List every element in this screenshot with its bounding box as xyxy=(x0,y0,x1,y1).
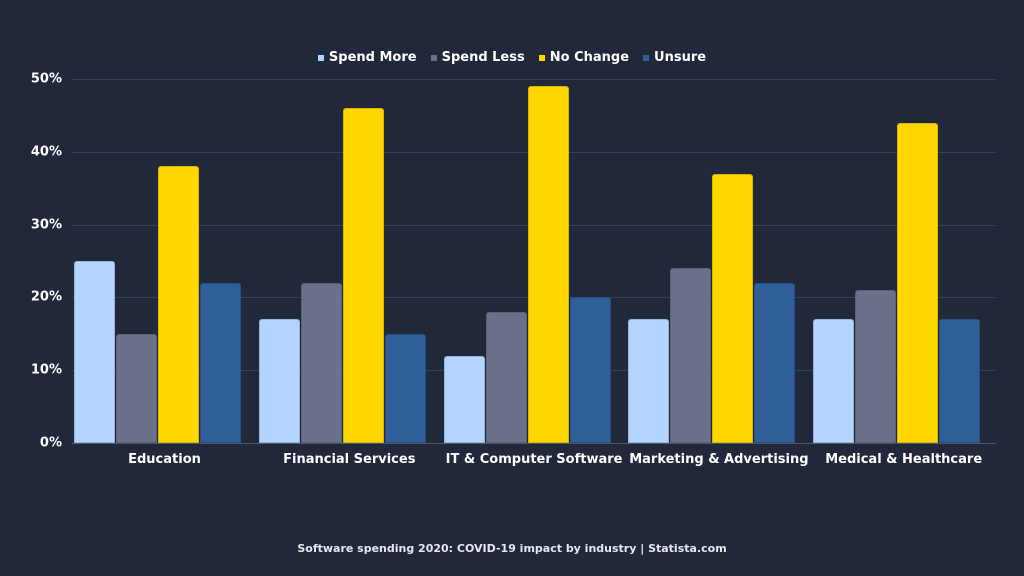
chart-footer: Software spending 2020: COVID-19 impact … xyxy=(297,542,727,555)
y-tick-label: 50% xyxy=(30,71,62,87)
bar[interactable] xyxy=(485,311,527,443)
bar[interactable] xyxy=(813,319,855,443)
bar[interactable] xyxy=(342,108,384,443)
legend-swatch-icon xyxy=(430,54,437,61)
legend-item[interactable]: Spend More xyxy=(317,50,417,65)
x-tick-label: Education xyxy=(128,452,201,467)
x-tick-label: IT & Computer Software xyxy=(445,452,623,467)
bar[interactable] xyxy=(855,290,897,443)
x-tick-label: Marketing & Advertising xyxy=(629,452,809,467)
bar[interactable] xyxy=(670,268,712,443)
bar[interactable] xyxy=(158,166,199,443)
legend-label: Unsure xyxy=(654,50,707,65)
plot-area xyxy=(72,79,996,444)
x-tick-label: Medical & Healthcare xyxy=(825,452,983,467)
legend-label: No Change xyxy=(549,50,630,65)
x-axis-line xyxy=(72,443,996,444)
bar[interactable] xyxy=(754,282,796,443)
legend-item[interactable]: No Change xyxy=(538,50,630,65)
bar[interactable] xyxy=(712,173,754,443)
bar[interactable] xyxy=(939,319,981,443)
x-tick-label: Financial Services xyxy=(283,452,416,467)
chart-legend: Spend More Spend Less No Change Unsure xyxy=(0,50,1024,65)
y-tick-label: 0% xyxy=(39,435,62,451)
y-tick-label: 10% xyxy=(30,362,62,378)
gridline xyxy=(72,79,996,80)
y-tick-label: 30% xyxy=(30,217,62,233)
bar[interactable] xyxy=(300,282,342,443)
bar[interactable] xyxy=(74,261,115,443)
bar[interactable] xyxy=(384,333,426,443)
y-tick-label: 40% xyxy=(30,144,62,160)
legend-swatch-icon xyxy=(317,54,324,61)
legend-label: Spend More xyxy=(328,50,417,65)
y-tick-label: 20% xyxy=(30,289,62,305)
legend-item[interactable]: Unsure xyxy=(643,50,706,65)
bar[interactable] xyxy=(527,86,569,443)
legend-swatch-icon xyxy=(538,54,545,61)
bar[interactable] xyxy=(443,355,485,443)
bar[interactable] xyxy=(116,333,157,443)
bar[interactable] xyxy=(258,319,300,443)
legend-label: Spend Less xyxy=(441,50,525,65)
bar[interactable] xyxy=(200,282,241,443)
bar[interactable] xyxy=(897,122,939,443)
bar[interactable] xyxy=(569,297,611,443)
legend-swatch-icon xyxy=(643,54,650,61)
legend-item[interactable]: Spend Less xyxy=(430,50,525,65)
bar[interactable] xyxy=(628,319,670,443)
